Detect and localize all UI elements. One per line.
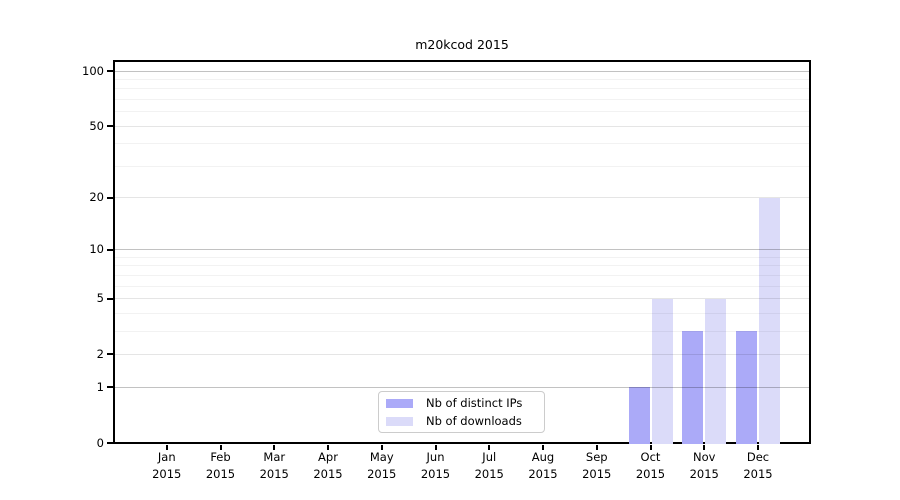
plot-area	[113, 60, 811, 444]
x-tick-may	[380, 445, 383, 450]
bar-downloads-dec	[759, 197, 780, 444]
y-tick-label-10: 10	[89, 242, 104, 257]
gridline-y-80	[115, 88, 809, 90]
legend-label-downloads: Nb of downloads	[426, 414, 522, 428]
y-tick-1	[107, 386, 113, 389]
gridline-y-50	[115, 125, 809, 127]
x-tick-aug	[542, 445, 544, 450]
x-tick-label-aug: Aug 2015	[528, 450, 558, 481]
gridline-y-10	[115, 249, 809, 251]
legend-box: Nb of distinct IPs Nb of downloads	[378, 391, 545, 433]
gridline-y-8	[115, 265, 809, 267]
x-tick-jun	[434, 445, 437, 450]
y-tick-100	[107, 70, 113, 72]
y-tick-label-1: 1	[96, 379, 104, 394]
x-tick-label-oct: Oct 2015	[635, 450, 666, 481]
gridline-y-6	[115, 285, 809, 287]
gridline-y-40	[115, 143, 809, 145]
x-tick-apr	[327, 445, 329, 450]
x-tick-label-sep: Sep 2015	[582, 450, 612, 481]
y-tick-label-20: 20	[89, 190, 104, 205]
y-tick-label-50: 50	[89, 118, 104, 133]
x-tick-jul	[488, 445, 491, 450]
legend-swatch-downloads	[386, 416, 413, 426]
gridline-y-9	[115, 256, 809, 258]
bar-downloads-nov	[705, 298, 727, 444]
x-tick-label-jan: Jan 2015	[152, 450, 182, 481]
gridline-y-20	[115, 197, 809, 199]
y-tick-20	[107, 196, 113, 199]
bar-downloads-oct	[651, 298, 673, 444]
y-tick-10	[107, 248, 113, 251]
x-tick-dec	[757, 445, 759, 450]
y-tick-0	[107, 442, 113, 444]
x-tick-label-may: May 2015	[367, 450, 397, 481]
x-tick-label-nov: Nov 2015	[689, 450, 719, 481]
x-tick-mar	[273, 445, 276, 450]
y-tick-label-2: 2	[96, 346, 104, 361]
x-tick-label-jun: Jun 2015	[420, 450, 451, 481]
y-tick-5	[107, 297, 113, 300]
x-tick-label-feb: Feb 2015	[205, 450, 236, 481]
legend-item-distinct-ips: Nb of distinct IPs	[386, 396, 544, 410]
bar-distinct-ips-nov	[682, 331, 704, 444]
x-tick-feb	[219, 445, 222, 450]
gridline-y-30	[115, 165, 809, 167]
y-tick-label-0: 0	[96, 435, 104, 450]
x-tick-sep	[595, 445, 598, 450]
legend-swatch-distinct-ips	[386, 398, 413, 408]
y-tick-2	[107, 353, 113, 356]
gridline-y-60	[115, 111, 809, 113]
gridline-y-100	[115, 70, 809, 72]
x-tick-label-mar: Mar 2015	[259, 450, 289, 481]
legend-item-downloads: Nb of downloads	[386, 414, 544, 428]
gridline-y-7	[115, 274, 809, 276]
x-tick-label-dec: Dec 2015	[743, 450, 773, 481]
x-tick-nov	[703, 445, 706, 450]
bar-distinct-ips-oct	[628, 387, 650, 444]
x-tick-label-apr: Apr 2015	[313, 450, 343, 481]
x-tick-oct	[649, 445, 652, 450]
gridline-y-70	[115, 98, 809, 100]
legend-label-distinct-ips: Nb of distinct IPs	[426, 396, 523, 410]
x-tick-label-jul: Jul 2015	[474, 450, 504, 481]
y-tick-50	[107, 125, 113, 128]
bar-distinct-ips-dec	[736, 331, 757, 444]
y-tick-label-5: 5	[96, 291, 104, 306]
gridline-y-90	[115, 78, 809, 80]
x-tick-jan	[165, 445, 168, 450]
y-tick-label-100: 100	[82, 63, 104, 78]
chart-title: m20kcod 2015	[415, 37, 509, 52]
